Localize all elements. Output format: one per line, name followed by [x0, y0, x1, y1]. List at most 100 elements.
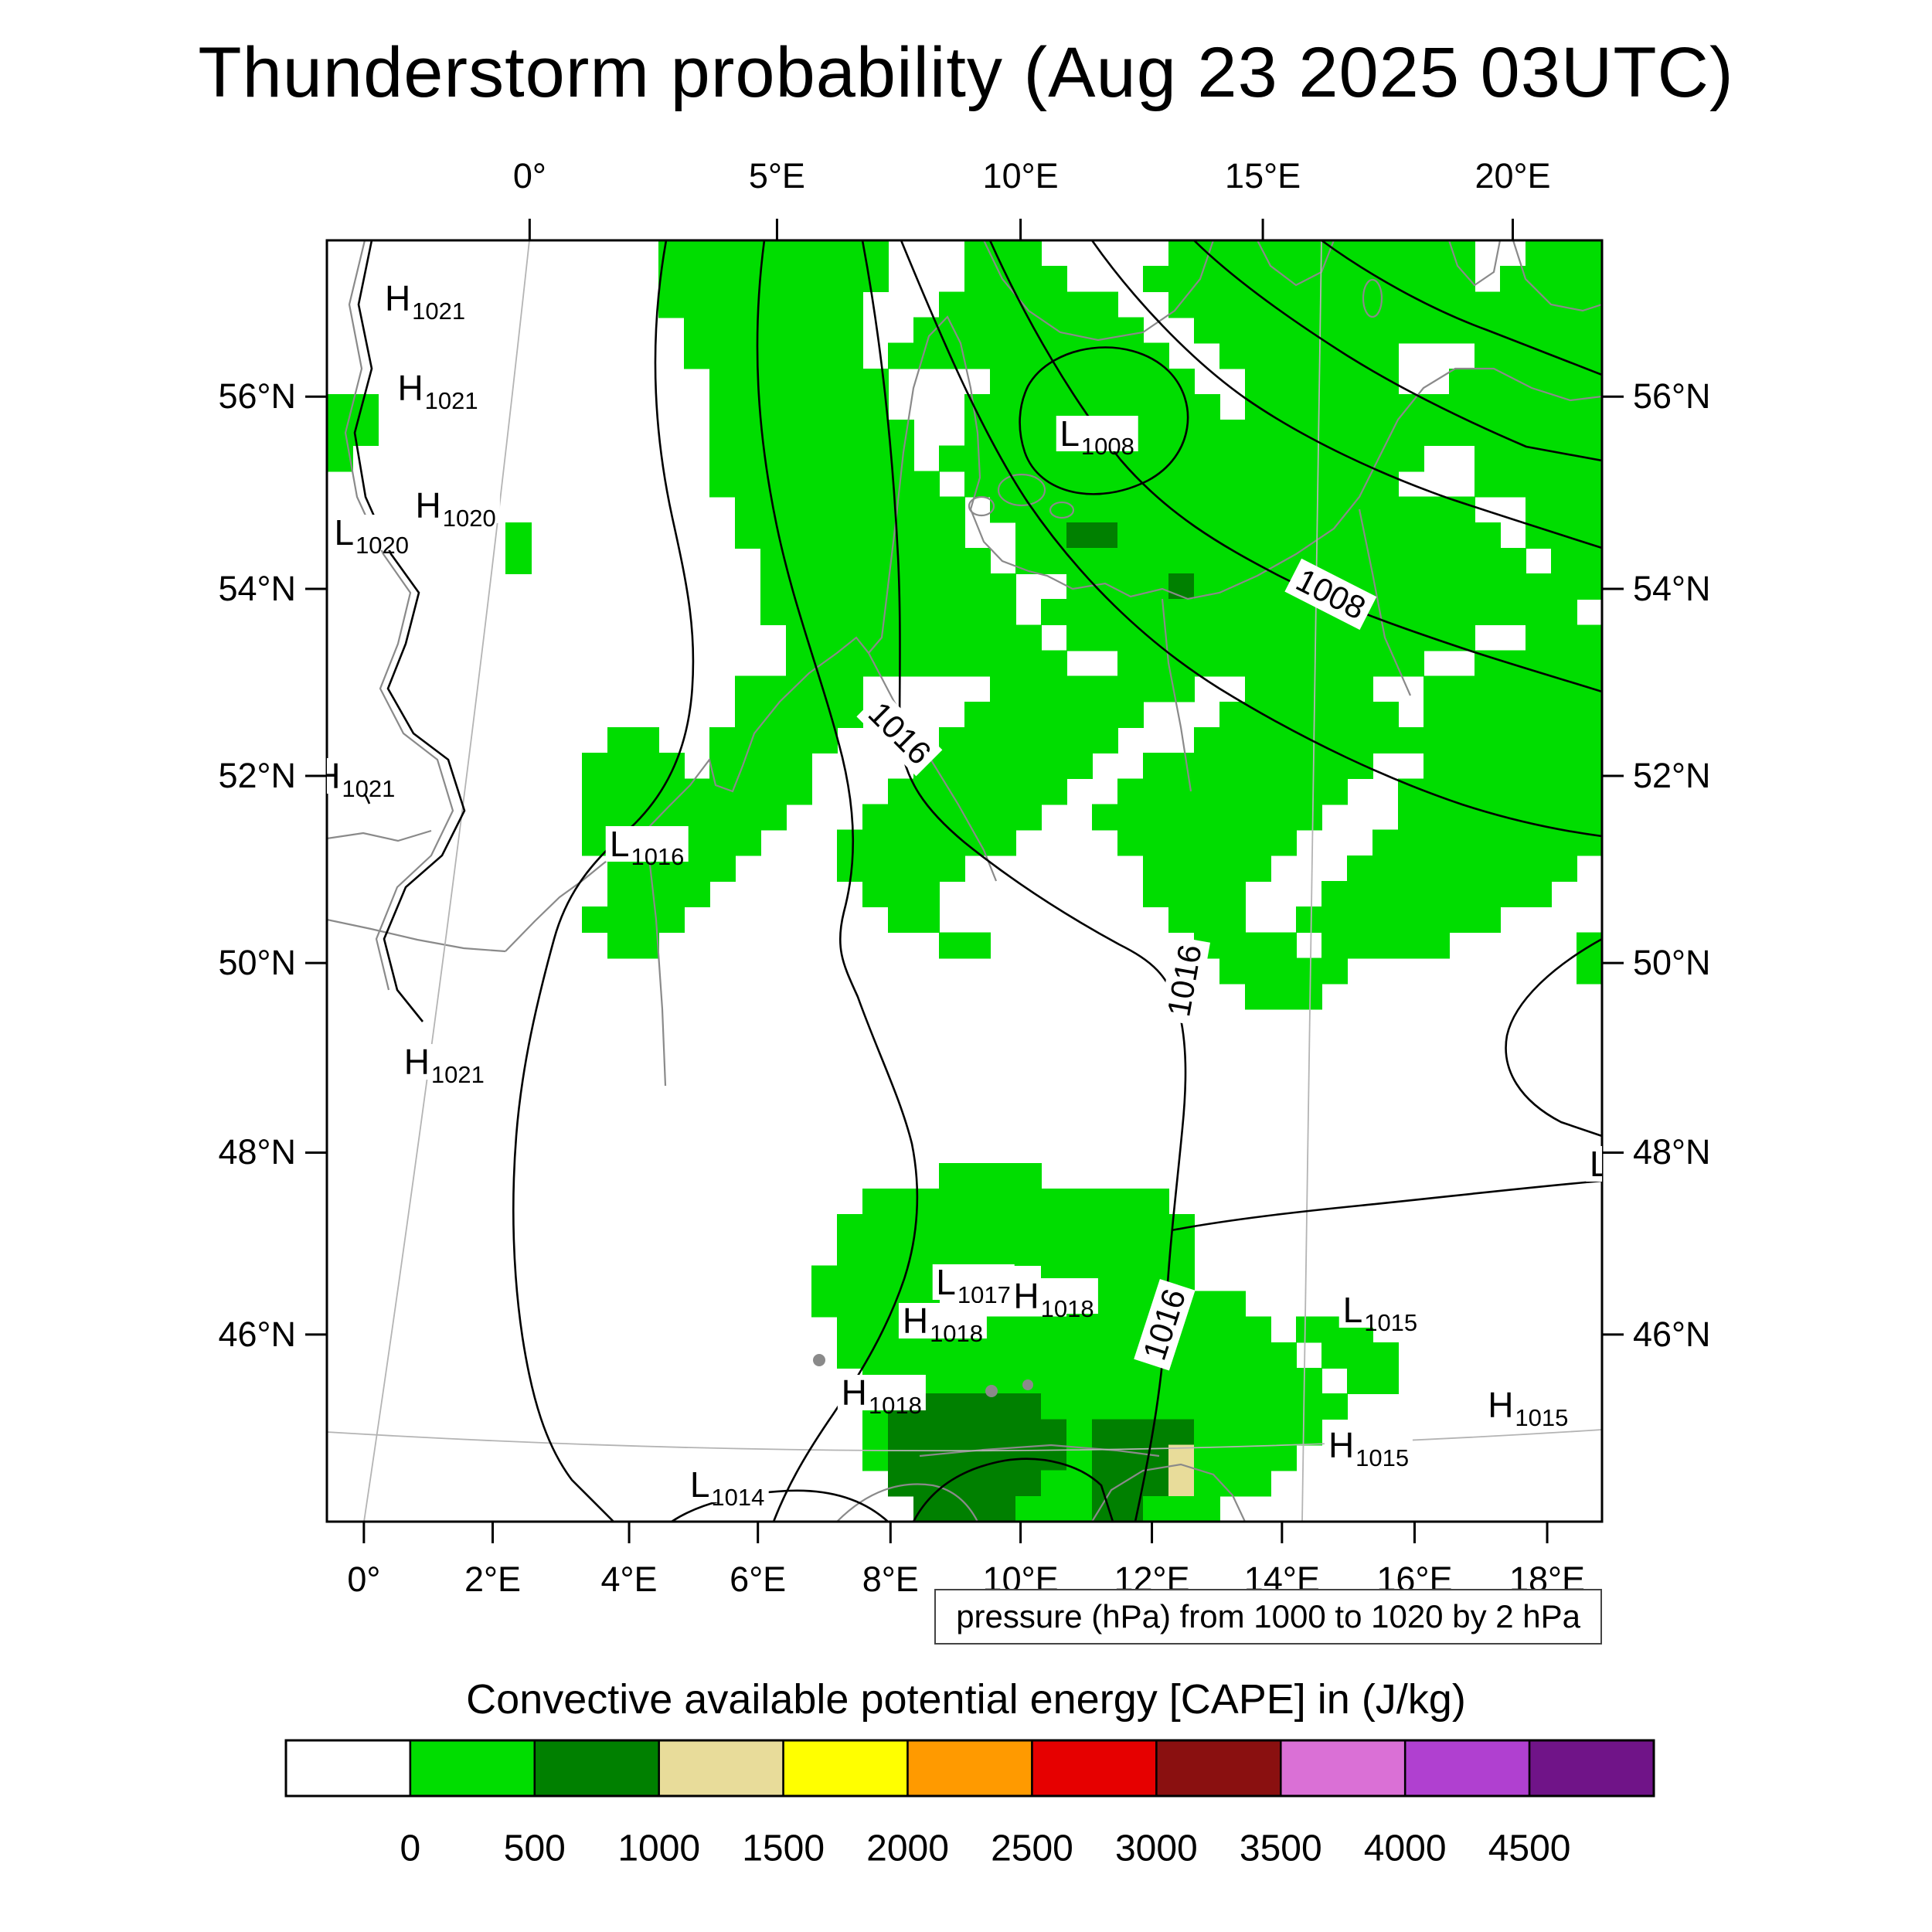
- cape-cell: [582, 778, 608, 805]
- cape-cell: [709, 804, 736, 831]
- cape-cell: [811, 317, 838, 344]
- cape-cell: [1143, 394, 1169, 420]
- cape-cell: [1577, 573, 1602, 600]
- cape-cell: [913, 547, 940, 574]
- cape-cell: [1143, 573, 1169, 600]
- axis-tick-label-left: 46°N: [218, 1314, 296, 1354]
- cape-cell: [1219, 1444, 1246, 1471]
- cape-cell: [1245, 753, 1271, 780]
- cape-cell: [1245, 804, 1271, 831]
- cape-cell: [811, 599, 838, 626]
- cape-cell: [1475, 599, 1501, 626]
- coastline-uk: [344, 240, 454, 991]
- cape-cell: [1449, 906, 1475, 934]
- cape-cell: [939, 753, 965, 780]
- cape-cell: [1475, 573, 1501, 600]
- axis-tick-label-bottom: 2°E: [464, 1560, 522, 1599]
- cape-cell: [1066, 1240, 1093, 1267]
- cape-cell: [735, 445, 761, 472]
- cape-cell: [1321, 573, 1348, 600]
- cape-cell: [1526, 394, 1552, 420]
- cape-cell: [811, 420, 838, 447]
- cape-cell: [1245, 1316, 1271, 1343]
- cape-cell: [862, 1291, 889, 1318]
- cape-cell: [1168, 240, 1195, 267]
- cape-cell: [1526, 727, 1552, 753]
- cape-cell: [1423, 394, 1450, 420]
- cape-cell: [1449, 881, 1475, 907]
- cape-cell: [1296, 1419, 1322, 1446]
- axis-tick-label-left: 56°N: [218, 376, 296, 417]
- cape-cell: [1041, 266, 1067, 293]
- cape-cell: [888, 1444, 914, 1471]
- cape-cell: [1321, 624, 1348, 651]
- cape-cell: [939, 1316, 965, 1343]
- cape-cell: [1449, 855, 1475, 882]
- cape-cell: [1117, 1368, 1144, 1394]
- cape-cell: [837, 1240, 863, 1267]
- cape-cell: [1296, 624, 1322, 651]
- cape-cell: [1475, 394, 1501, 420]
- cape-cell: [964, 932, 991, 959]
- cape-cell: [1270, 727, 1297, 753]
- cape-cell: [939, 522, 965, 549]
- cape-cell: [1398, 727, 1424, 753]
- cape-cell: [1449, 317, 1475, 344]
- cape-cell: [684, 266, 710, 293]
- cape-cell: [735, 471, 761, 498]
- cape-cell: [1117, 317, 1144, 344]
- cape-cell: [607, 932, 634, 959]
- cape-cell: [913, 573, 940, 600]
- cape-cell: [760, 804, 787, 831]
- cape-cell: [1475, 727, 1501, 753]
- cape-cell: [888, 650, 914, 677]
- cape-cell: [1143, 547, 1169, 574]
- cape-cell: [1372, 522, 1399, 549]
- cape-shading-layer: [327, 240, 1602, 1522]
- cape-cell: [913, 804, 940, 831]
- cape-cell: [1143, 804, 1169, 831]
- cape-cell: [1526, 317, 1552, 344]
- colorbar-cell: [409, 1739, 536, 1798]
- cape-cell: [1194, 266, 1220, 293]
- cape-cell: [1219, 471, 1246, 498]
- cape-cell: [1143, 1214, 1169, 1241]
- cape-cell: [939, 1393, 965, 1420]
- cape-cell: [607, 727, 634, 753]
- cape-cell: [1066, 291, 1093, 318]
- cape-cell: [1143, 753, 1169, 780]
- cape-cell: [964, 1419, 991, 1446]
- cape-cell: [1296, 727, 1322, 753]
- cape-cell: [1551, 727, 1577, 753]
- cape-cell: [913, 1444, 940, 1471]
- cape-cell: [1168, 1316, 1195, 1343]
- cape-cell: [1398, 266, 1424, 293]
- cape-cell: [505, 547, 532, 574]
- cape-cell: [1194, 1368, 1220, 1394]
- cape-cell: [1245, 240, 1271, 267]
- cape-cell: [1551, 753, 1577, 780]
- cape-cell: [1449, 522, 1475, 549]
- cape-cell: [964, 1188, 991, 1215]
- cape-cell: [888, 881, 914, 907]
- cape-cell: [837, 1214, 863, 1241]
- cape-cell: [582, 829, 608, 856]
- cape-cell: [1577, 727, 1602, 753]
- cape-cell: [1117, 1265, 1144, 1292]
- cape-cell: [862, 1419, 889, 1446]
- cape-cell: [964, 266, 991, 293]
- cape-cell: [1194, 1444, 1220, 1471]
- cape-cell: [1168, 573, 1195, 600]
- cape-cell: [1245, 983, 1271, 1010]
- cape-cell: [1066, 317, 1093, 344]
- cape-cell: [1143, 1368, 1169, 1394]
- cape-cell: [964, 291, 991, 318]
- cape-cell: [1551, 547, 1577, 574]
- cape-cell: [709, 317, 736, 344]
- cape-cell: [1449, 291, 1475, 318]
- cape-cell: [1092, 1214, 1118, 1241]
- cape-cell: [786, 650, 812, 677]
- colorbar-cell: [1403, 1739, 1531, 1798]
- cape-cell: [939, 650, 965, 677]
- cape-cell: [1066, 496, 1093, 523]
